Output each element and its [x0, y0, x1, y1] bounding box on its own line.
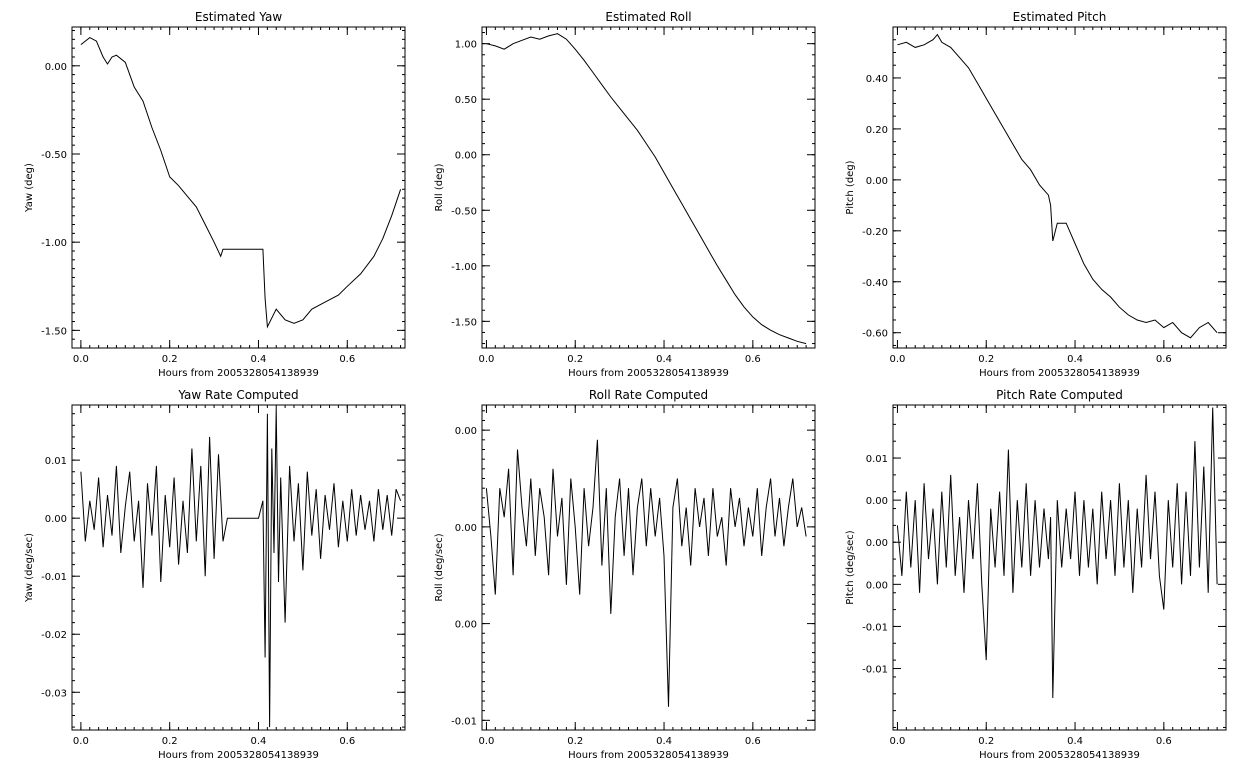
x-tick-label: 0.4: [251, 736, 267, 747]
chart-panel-4: Yaw Rate Computed Hours from 200532805413…: [24, 388, 406, 761]
chart-title: Estimated Yaw: [195, 10, 282, 24]
chart-title: Roll Rate Computed: [589, 388, 708, 402]
chart-panel-1: Estimated Yaw Hours from 2005328054138939…: [24, 10, 406, 379]
x-tick-label: 0.4: [1067, 736, 1083, 747]
x-axis-label: Hours from 2005328054138939: [158, 750, 319, 761]
chart-panel-2: Estimated Roll Hours from 200532805413893…: [434, 10, 816, 379]
x-tick-label: 0.0: [889, 354, 905, 365]
y-tick-label: 0.01: [45, 456, 67, 467]
x-tick-label: 0.4: [656, 736, 672, 747]
series-line-1: [80, 37, 402, 329]
y-tick-label: 0.50: [455, 95, 477, 106]
x-tick-label: 0.2: [567, 736, 583, 747]
y-tick-label: 0.00: [866, 496, 888, 507]
x-tick-label: 0.0: [73, 736, 89, 747]
plot-frame: [892, 404, 1227, 731]
y-tick-label: 0.00: [45, 514, 67, 525]
plot-frame: [71, 26, 406, 349]
x-tick-label: 0.2: [162, 736, 178, 747]
plot-frame: [481, 404, 816, 731]
y-tick-label: 1.00: [455, 40, 477, 51]
x-tick-label: 0.2: [978, 354, 994, 365]
chart-title: Pitch Rate Computed: [996, 388, 1123, 402]
chart-title: Estimated Roll: [605, 10, 691, 24]
y-tick-label: 0.00: [455, 523, 477, 534]
y-tick-label: 0.00: [455, 151, 477, 162]
series-line-1: [896, 407, 1218, 699]
y-tick-label: 0.01: [866, 454, 888, 465]
series-line-1: [485, 439, 807, 707]
chart-title: Estimated Pitch: [1013, 10, 1107, 24]
x-axis-label: Hours from 2005328054138939: [568, 368, 729, 379]
x-tick-label: 0.6: [339, 354, 355, 365]
y-axis-label: Pitch (deg): [845, 160, 856, 214]
y-tick-label: -1.00: [451, 262, 477, 273]
y-axis-label: Yaw (deg/sec): [24, 533, 35, 603]
y-axis-label: Roll (deg/sec): [434, 533, 445, 601]
chart-panel-5: Roll Rate Computed Hours from 20053280541…: [434, 388, 816, 761]
x-tick-label: 0.2: [162, 354, 178, 365]
x-tick-label: 0.0: [478, 736, 494, 747]
y-tick-label: -0.50: [41, 150, 67, 161]
y-tick-label: 0.00: [45, 62, 67, 73]
x-tick-label: 0.6: [1156, 354, 1172, 365]
y-tick-label: -0.50: [451, 206, 477, 217]
y-tick-label: -1.50: [451, 317, 477, 328]
y-tick-label: -1.50: [41, 326, 67, 337]
y-axis-label: Roll (deg): [434, 163, 445, 211]
series-line-1: [80, 407, 402, 728]
y-tick-label: -0.02: [41, 630, 67, 641]
y-tick-label: 0.40: [866, 74, 888, 85]
y-tick-label: -1.00: [41, 238, 67, 249]
chart-panel-6: Pitch Rate Computed Hours from 2005328054…: [845, 388, 1227, 761]
x-tick-label: 0.2: [567, 354, 583, 365]
y-tick-label: -0.40: [862, 278, 888, 289]
chart-panel-3: Estimated Pitch Hours from 20053280541389…: [845, 10, 1227, 379]
x-tick-label: 0.6: [745, 736, 761, 747]
x-axis-label: Hours from 2005328054138939: [568, 750, 729, 761]
y-axis-label: Pitch (deg/sec): [845, 530, 856, 605]
y-tick-label: -0.01: [41, 572, 67, 583]
x-tick-label: 0.0: [889, 736, 905, 747]
y-tick-label: 0.00: [866, 538, 888, 549]
x-axis-label: Hours from 2005328054138939: [979, 368, 1140, 379]
y-tick-label: 0.00: [455, 620, 477, 631]
x-tick-label: 0.0: [73, 354, 89, 365]
y-axis-label: Yaw (deg): [24, 163, 35, 213]
y-tick-label: -0.60: [862, 329, 888, 340]
series-line-1: [486, 33, 807, 345]
y-tick-label: 0.00: [866, 176, 888, 187]
y-tick-label: -0.03: [41, 688, 67, 699]
x-tick-label: 0.2: [978, 736, 994, 747]
y-tick-label: -0.20: [862, 227, 888, 238]
x-tick-label: 0.6: [339, 736, 355, 747]
x-axis-label: Hours from 2005328054138939: [158, 368, 319, 379]
x-tick-label: 0.4: [1067, 354, 1083, 365]
plot-frame: [892, 26, 1227, 349]
y-tick-label: -0.01: [862, 665, 888, 676]
plot-frame: [481, 26, 816, 349]
y-tick-label: 0.00: [455, 426, 477, 437]
x-axis-label: Hours from 2005328054138939: [979, 750, 1140, 761]
x-tick-label: 0.4: [251, 354, 267, 365]
x-tick-label: 0.6: [745, 354, 761, 365]
plot-frame: [71, 404, 406, 731]
x-tick-label: 0.0: [478, 354, 494, 365]
y-tick-label: 0.00: [866, 580, 888, 591]
x-tick-label: 0.4: [656, 354, 672, 365]
y-tick-label: -0.01: [451, 716, 477, 727]
x-tick-label: 0.6: [1156, 736, 1172, 747]
series-line-1: [897, 33, 1218, 339]
y-tick-label: 0.20: [866, 125, 888, 136]
y-tick-label: -0.01: [862, 622, 888, 633]
chart-title: Yaw Rate Computed: [177, 388, 298, 402]
